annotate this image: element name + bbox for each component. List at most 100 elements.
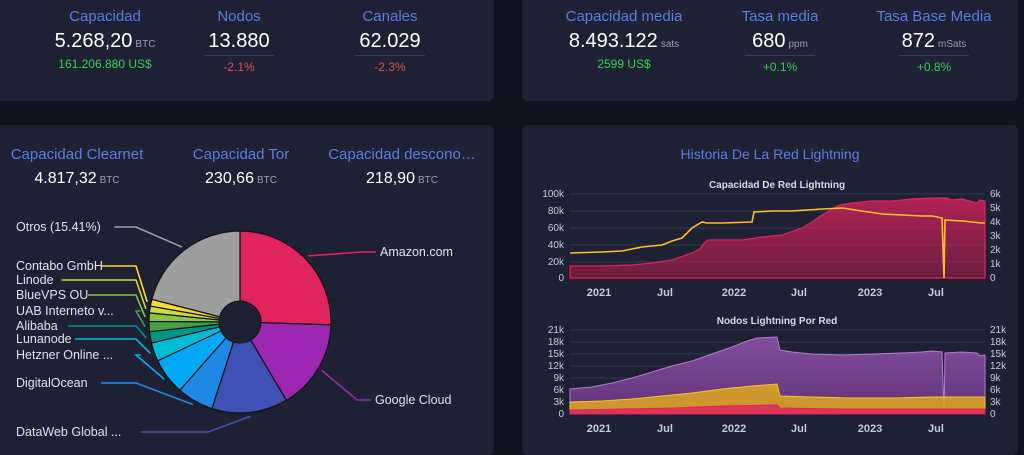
pie-label: Google Cloud [375,393,451,407]
y-tick: 1k [990,259,1002,270]
stat-change: -2.3% [374,60,406,74]
y-tick: 0 [558,409,564,420]
pie-center-hole [218,300,262,344]
stat-clearnet-capacity: Capacidad Clearnet 4.817,32 BTC [6,146,148,188]
y-tick: 6k [990,189,1002,200]
divider [204,55,274,56]
chart2-clearnet-area [569,383,986,415]
y-tick: 100k [542,189,565,200]
y-tick: 80k [548,206,565,217]
pie-leader-line [308,251,376,257]
y-tick: 60k [548,223,565,234]
x-tick: Jul [791,287,807,299]
divider [355,55,425,56]
stat-value: 872 [901,30,936,52]
pie-leader-line [61,279,147,310]
y-tick: 12k [990,361,1007,372]
y-tick: 6k [990,385,1002,396]
stat-title: Capacidad descono… [328,146,476,163]
divider [745,55,815,56]
stat-unit: sats [660,39,680,50]
chart1-x-ticks: 2021 Jul 2022 Jul 2023 Jul [587,287,944,299]
divider [899,55,969,56]
fee-stats-card: Capacidad media 8.493.122 sats 2599 US$ T… [522,0,1018,101]
x-tick: 2022 [722,423,746,435]
pie-label: Alibaba [16,319,58,333]
history-charts: Capacidad De Red Lightning 100k 80k 60k … [542,180,1007,435]
x-tick: Jul [928,423,944,435]
stat-value: 230,66 [205,170,254,187]
pie-label: Contabo GmbH [16,259,103,273]
stat-value: 218,90 [366,170,415,187]
pie-leader-line [88,294,146,318]
pie-label: Amazon.com [380,245,453,259]
stat-unit: mSats [938,39,967,50]
x-tick: 2023 [858,287,882,299]
chart1-y-right-ticks: 6k 5k 4k 3k 2k 1k 0 [990,189,1002,284]
stat-unit: BTC [135,39,156,50]
y-tick: 4k [990,217,1002,228]
pie-leader-line [134,310,146,328]
stat-value: 4.817,32 [34,170,97,187]
chart1-capacity-line [569,207,985,279]
y-tick: 6k [553,385,565,396]
stat-title: Capacidad Tor [192,146,290,163]
chart2-title: Nodos Lightning Por Red [717,316,838,327]
pie-label: UAB Interneto v... [16,304,114,318]
isp-pie-chart: Amazon.com Google Cloud DataWeb Global ...… [16,220,453,439]
pie-slice[interactable] [151,230,241,323]
pie-leader-line [74,338,151,354]
y-tick: 3k [990,397,1002,408]
stat-title: Capacidad media [565,8,683,25]
x-tick: 2022 [722,287,746,299]
pie-labels: Amazon.com Google Cloud DataWeb Global ...… [16,220,453,439]
y-tick: 9k [553,373,565,384]
x-tick: 2021 [587,423,611,435]
pie-slice[interactable] [211,320,288,414]
stat-title: Nodos [217,8,261,25]
y-tick: 20k [548,257,565,268]
pie-label: Hetzner Online ... [16,348,113,362]
stat-avg-capacity: Capacidad media 8.493.122 sats 2599 US$ [549,8,699,71]
stat-unit: BTC [256,175,277,186]
y-tick: 40k [548,240,565,251]
stat-value: 8.493.122 [568,30,658,52]
chart2-y-left-ticks: 21k 18k 15k 12k 9k 6k 3k 0 [548,325,565,420]
chart1-y-left-ticks: 100k 80k 60k 40k 20k 0 [542,189,565,284]
stat-nodes: Nodos 13.880 -2.1% [189,8,289,74]
y-tick: 18k [548,337,565,348]
stat-value: 680 [752,30,786,52]
stat-avg-base-fee: Tasa Base Media 872 mSats +0.8% [869,8,999,74]
stat-unit: BTC [417,175,438,186]
x-tick: Jul [928,287,944,299]
pie-slice[interactable] [238,321,332,402]
stat-change: -2.1% [223,60,255,74]
x-tick: Jul [657,423,673,435]
y-tick: 9k [990,373,1002,384]
stat-value: 13.880 [208,30,270,52]
y-tick: 2k [990,245,1002,256]
pie-label: DataWeb Global ... [16,425,121,439]
y-tick: 15k [990,349,1007,360]
chart1-title: Capacidad De Red Lightning [709,180,845,191]
stat-title: Capacidad Clearnet [10,146,144,163]
y-tick: 21k [548,325,565,336]
pie-slices [148,230,332,414]
pie-slice[interactable] [239,230,332,326]
chart2-x-ticks: 2021 Jul 2022 Jul 2023 Jul [587,423,944,435]
pie-label: Otros (15.41%) [16,220,101,234]
stat-unknown-capacity: Capacidad descono… 218,90 BTC [327,146,477,188]
pie-label: BlueVPS OU [16,288,88,302]
pie-leader-line [101,382,194,406]
y-tick: 12k [548,361,565,372]
pie-leader-line [133,354,165,380]
y-tick: 21k [990,325,1007,336]
pie-leader-line [321,369,371,401]
y-tick: 0 [558,273,564,284]
network-stats-card: Capacidad 5.268,20 BTC 161.206.880 US$ No… [0,0,494,101]
y-tick: 3k [553,397,565,408]
pie-leader-line [101,265,148,303]
pie-label: DigitalOcean [16,376,88,390]
stat-unit: BTC [99,175,120,186]
x-tick: 2021 [587,287,611,299]
